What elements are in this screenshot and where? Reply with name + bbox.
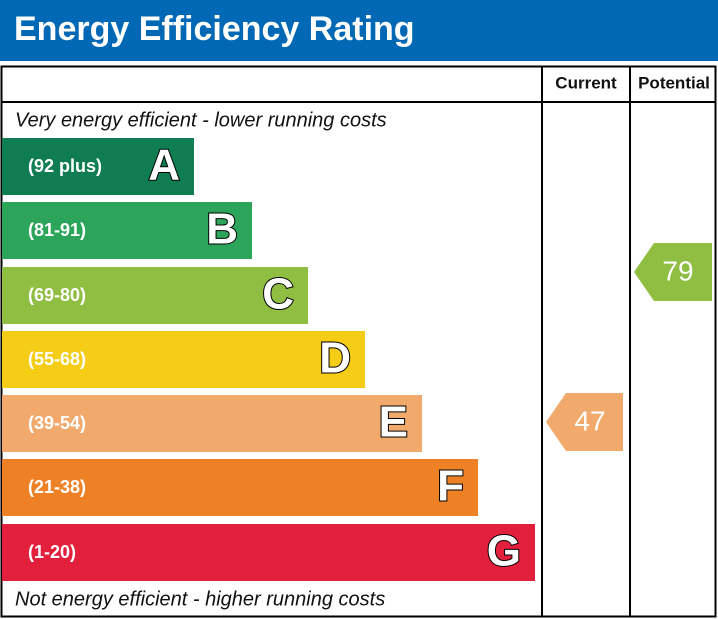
band-bar <box>2 202 252 259</box>
bands: (92 plus) A (81-91) B (69-80) C (55-68) D (39-54… <box>2 138 535 581</box>
band-range: (21-38) <box>28 477 86 497</box>
band-range: (55-68) <box>28 349 86 369</box>
band-letter: D <box>319 334 351 383</box>
band-range: (81-91) <box>28 220 86 240</box>
top-note: Very energy efficient - lower running co… <box>15 109 387 131</box>
potential-value: 79 <box>662 255 693 286</box>
current-value: 47 <box>574 405 605 436</box>
column-header: Potential <box>638 73 710 92</box>
table-border <box>0 65 717 618</box>
band-letter: C <box>262 270 294 319</box>
bottom-note: Not energy efficient - higher running co… <box>15 588 385 610</box>
band-letter: A <box>148 141 180 190</box>
band-bar <box>2 524 535 581</box>
band-range: (92 plus) <box>28 156 102 176</box>
band-range: (69-80) <box>28 285 86 305</box>
band-bar <box>2 459 478 516</box>
title: Energy Efficiency Rating <box>14 10 415 48</box>
band-bar <box>2 138 194 195</box>
band-bar <box>2 331 365 388</box>
band-letter: E <box>379 398 408 447</box>
header-bar <box>0 0 718 61</box>
band-letter: B <box>206 205 238 254</box>
band-bar <box>2 395 422 452</box>
column-header: Current <box>555 73 617 92</box>
band-letter: G <box>487 527 521 576</box>
band-letter: F <box>437 462 464 511</box>
band-range: (39-54) <box>28 413 86 433</box>
band-bar <box>2 267 308 324</box>
band-range: (1-20) <box>28 542 76 562</box>
current-arrow <box>546 393 623 451</box>
potential-arrow <box>634 243 712 301</box>
